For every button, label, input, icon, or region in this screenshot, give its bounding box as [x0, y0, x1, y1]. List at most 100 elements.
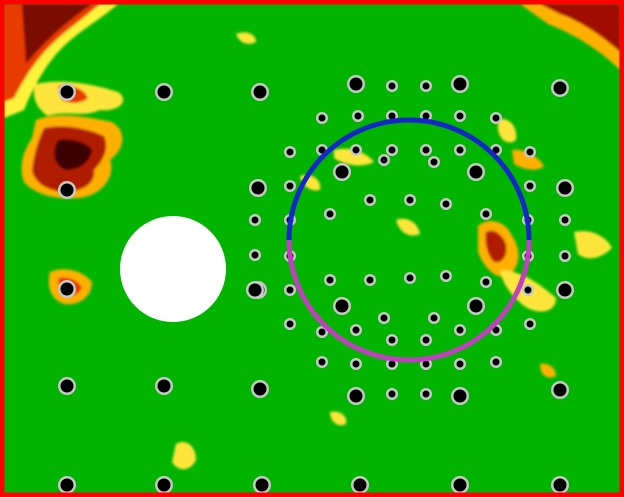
- pin-marker-core: [388, 336, 396, 344]
- pin-marker-core: [442, 200, 450, 208]
- pin-marker-core: [335, 299, 349, 313]
- pin-marker-core: [388, 360, 396, 368]
- heat-patch-mid-small: [236, 32, 256, 44]
- pin-marker-core: [492, 146, 500, 154]
- pin-marker-core: [422, 390, 430, 398]
- pin-marker-core: [456, 112, 464, 120]
- heat-patch-center-small: [396, 218, 420, 236]
- pin-marker-core: [60, 183, 74, 197]
- pin-marker-core: [553, 478, 567, 492]
- heat-patch-right-upper: [498, 119, 517, 143]
- pin-marker-core: [318, 114, 326, 122]
- pin-marker-core: [469, 165, 483, 179]
- pin-marker-core: [60, 379, 74, 393]
- analysis-circle-upper-arc: [286, 117, 532, 241]
- pin-marker-core: [406, 196, 414, 204]
- pin-marker-core: [318, 358, 326, 366]
- pin-marker-core: [422, 336, 430, 344]
- pin-marker-core: [453, 389, 467, 403]
- heat-patch-right-upper2: [512, 149, 544, 170]
- pin-marker-core: [492, 114, 500, 122]
- heat-patch-top-right-core: [540, 4, 620, 52]
- heat-patch-right-deep: [485, 230, 507, 263]
- pin-marker-core: [157, 85, 171, 99]
- pin-marker-core: [157, 379, 171, 393]
- pin-marker-core: [492, 358, 500, 366]
- heat-patch-far-right-small: [540, 363, 556, 378]
- pin-marker-core: [492, 326, 500, 334]
- pin-marker-core: [255, 478, 269, 492]
- pin-marker-core: [352, 326, 360, 334]
- pin-marker-core: [482, 210, 490, 218]
- pin-marker-core: [251, 216, 259, 224]
- pin-marker-core: [422, 112, 430, 120]
- pin-marker-core: [456, 146, 464, 154]
- pin-marker-core: [248, 283, 262, 297]
- pin-marker-core: [60, 85, 74, 99]
- heat-patch-left-deep: [54, 139, 92, 170]
- pin-marker-core: [251, 181, 265, 195]
- pin-marker-core: [524, 286, 532, 294]
- pin-marker-core: [318, 146, 326, 154]
- pin-marker-core: [388, 112, 396, 120]
- heat-patch-far-right: [574, 230, 612, 259]
- pin-marker-core: [354, 112, 362, 120]
- pin-marker-core: [430, 314, 438, 322]
- pin-marker-core: [558, 283, 572, 297]
- pin-marker-core: [60, 282, 74, 296]
- pin-marker-core: [553, 81, 567, 95]
- pin-marker-core: [526, 148, 534, 156]
- pin-marker-core: [60, 478, 74, 492]
- pin-marker-core: [253, 85, 267, 99]
- pin-marker-core: [469, 299, 483, 313]
- pin-marker-core: [352, 146, 360, 154]
- analysis-circle: [286, 117, 532, 363]
- pin-marker-core: [422, 360, 430, 368]
- pin-marker-core: [388, 390, 396, 398]
- heat-patch-circle-top: [334, 148, 374, 166]
- pin-marker-core: [406, 274, 414, 282]
- pin-marker-core: [326, 276, 334, 284]
- pin-marker-core: [553, 383, 567, 397]
- pin-marker-core: [286, 286, 294, 294]
- pin-marker-core: [453, 478, 467, 492]
- pin-marker-core: [326, 210, 334, 218]
- pin-marker-core: [157, 478, 171, 492]
- pin-marker-core: [366, 196, 374, 204]
- pin-marker-core: [286, 320, 294, 328]
- analysis-circle-lower-arc: [286, 239, 532, 363]
- pin-marker-core: [422, 146, 430, 154]
- pin-marker-core: [388, 146, 396, 154]
- pin-marker-core: [442, 272, 450, 280]
- pin-marker-core: [526, 320, 534, 328]
- pin-marker-core: [456, 360, 464, 368]
- pin-marker-core: [388, 82, 396, 90]
- pin-marker-core: [430, 158, 438, 166]
- pin-marker-core: [453, 77, 467, 91]
- pin-marker-core: [561, 252, 569, 260]
- pin-marker-core: [422, 82, 430, 90]
- pin-marker-core: [380, 314, 388, 322]
- pin-marker-core: [353, 478, 367, 492]
- pin-marker-core: [558, 181, 572, 195]
- pin-marker-core: [286, 182, 294, 190]
- heat-patch-bottom-small2: [330, 411, 347, 426]
- pin-marker-core: [380, 156, 388, 164]
- heat-patch-bottom-small: [172, 441, 196, 470]
- pin-grid: [58, 75, 574, 494]
- pin-marker-core: [561, 216, 569, 224]
- heat-patch-top-left-deep: [22, 4, 92, 64]
- pin-marker-core: [335, 165, 349, 179]
- white-hole: [120, 216, 226, 322]
- pin-marker-core: [349, 77, 363, 91]
- pin-marker-core: [526, 182, 534, 190]
- pin-marker-core: [253, 382, 267, 396]
- pin-marker-core: [251, 251, 259, 259]
- pin-marker-core: [366, 276, 374, 284]
- pin-marker-core: [286, 148, 294, 156]
- pin-marker-core: [482, 278, 490, 286]
- pin-marker-core: [318, 328, 326, 336]
